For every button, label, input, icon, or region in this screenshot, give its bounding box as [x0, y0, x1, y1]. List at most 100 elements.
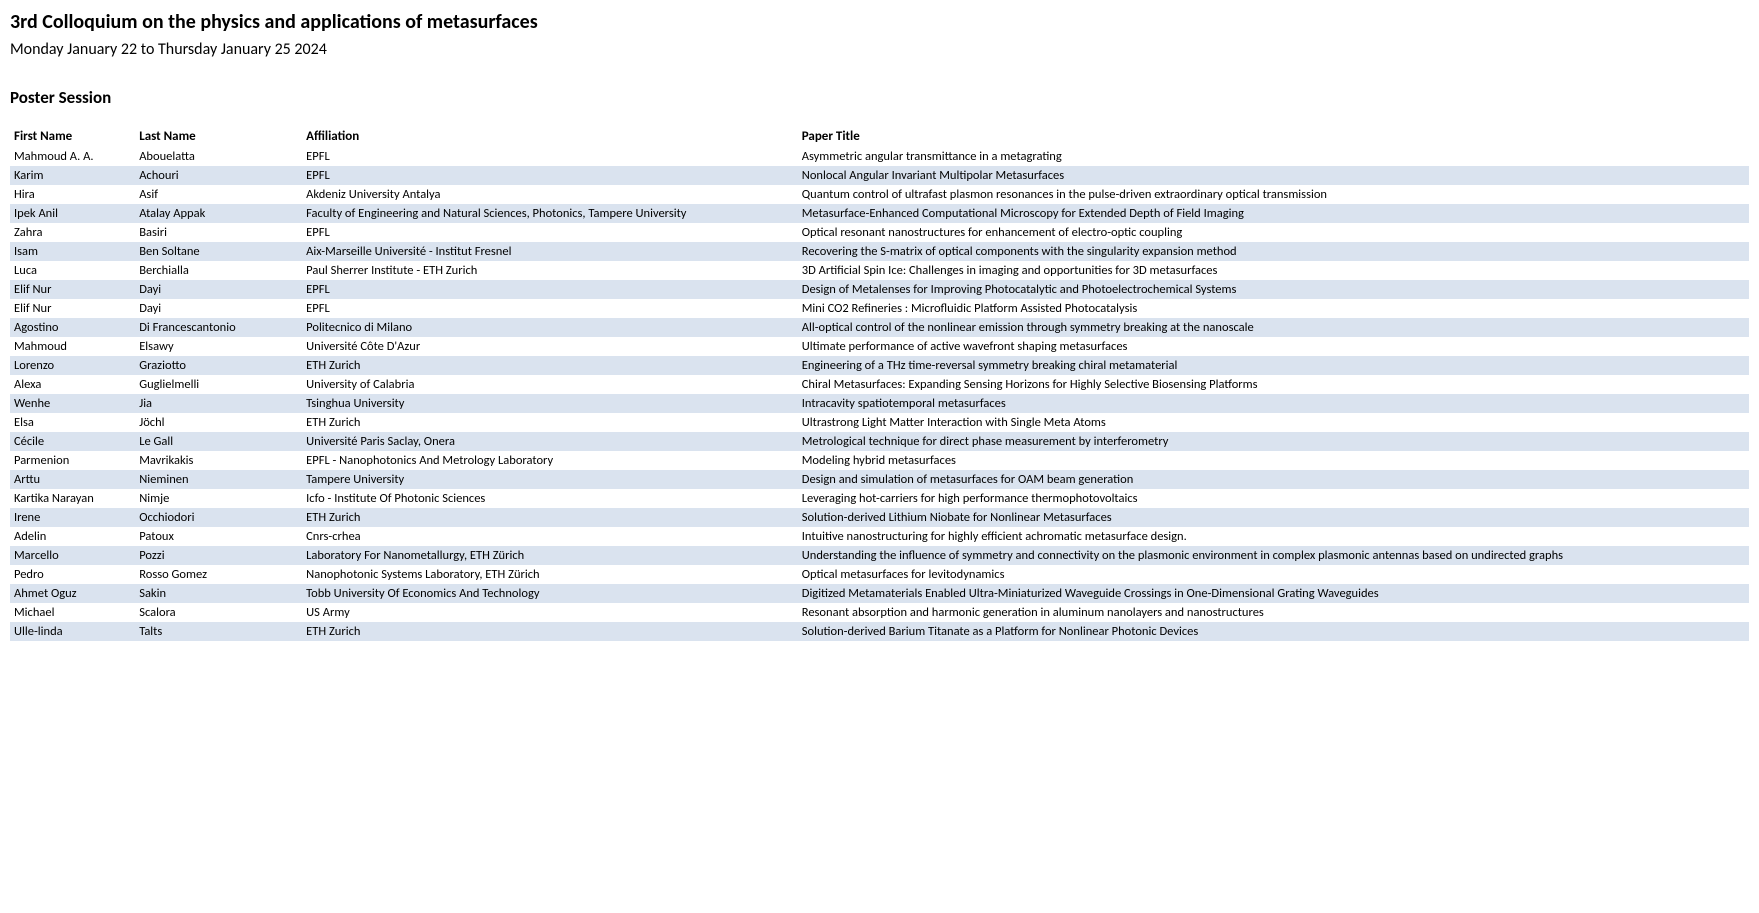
table-cell: EPFL	[302, 280, 798, 299]
table-cell: Alexa	[10, 375, 135, 394]
table-cell: Elif Nur	[10, 299, 135, 318]
table-row: AdelinPatouxCnrs-crheaIntuitive nanostru…	[10, 527, 1749, 546]
table-cell: University of Calabria	[302, 375, 798, 394]
table-cell: Metasurface-Enhanced Computational Micro…	[798, 204, 1749, 223]
table-cell: Recovering the S-matrix of optical compo…	[798, 242, 1749, 261]
table-cell: Mini CO2 Refineries : Microfluidic Platf…	[798, 299, 1749, 318]
table-cell: Politecnico di Milano	[302, 318, 798, 337]
table-cell: Jöchl	[135, 413, 302, 432]
table-cell: Laboratory For Nanometallurgy, ETH Züric…	[302, 546, 798, 565]
table-cell: Université Paris Saclay, Onera	[302, 432, 798, 451]
table-cell: Abouelatta	[135, 147, 302, 166]
table-cell: Solution-derived Lithium Niobate for Non…	[798, 508, 1749, 527]
table-cell: Design of Metalenses for Improving Photo…	[798, 280, 1749, 299]
col-first-name: First Name	[10, 126, 135, 147]
table-cell: EPFL	[302, 299, 798, 318]
table-cell: Intracavity spatiotemporal metasurfaces	[798, 394, 1749, 413]
table-cell: Nonlocal Angular Invariant Multipolar Me…	[798, 166, 1749, 185]
table-cell: Isam	[10, 242, 135, 261]
table-row: IsamBen SoltaneAix-Marseille Université …	[10, 242, 1749, 261]
table-row: Mahmoud A. A.AbouelattaEPFLAsymmetric an…	[10, 147, 1749, 166]
page-title: 3rd Colloquium on the physics and applic…	[10, 10, 1749, 34]
table-row: Ulle-lindaTaltsETH ZurichSolution-derive…	[10, 622, 1749, 641]
table-cell: Mahmoud A. A.	[10, 147, 135, 166]
table-cell: EPFL	[302, 166, 798, 185]
table-cell: ETH Zurich	[302, 356, 798, 375]
table-cell: Ahmet Oguz	[10, 584, 135, 603]
table-cell: Aix-Marseille Université - Institut Fres…	[302, 242, 798, 261]
table-cell: Agostino	[10, 318, 135, 337]
table-cell: Mahmoud	[10, 337, 135, 356]
table-cell: Asif	[135, 185, 302, 204]
table-cell: Hira	[10, 185, 135, 204]
table-cell: Berchialla	[135, 261, 302, 280]
table-cell: Achouri	[135, 166, 302, 185]
table-row: LucaBerchiallaPaul Sherrer Institute - E…	[10, 261, 1749, 280]
table-cell: Optical resonant nanostructures for enha…	[798, 223, 1749, 242]
table-cell: US Army	[302, 603, 798, 622]
table-cell: Atalay Appak	[135, 204, 302, 223]
table-cell: Le Gall	[135, 432, 302, 451]
table-cell: Marcello	[10, 546, 135, 565]
table-cell: Wenhe	[10, 394, 135, 413]
table-row: WenheJiaTsinghua UniversityIntracavity s…	[10, 394, 1749, 413]
table-cell: ETH Zurich	[302, 413, 798, 432]
table-cell: Guglielmelli	[135, 375, 302, 394]
table-cell: Akdeniz University Antalya	[302, 185, 798, 204]
table-cell: Karim	[10, 166, 135, 185]
table-cell: Ipek Anil	[10, 204, 135, 223]
table-row: Ipek AnilAtalay AppakFaculty of Engineer…	[10, 204, 1749, 223]
table-cell: Michael	[10, 603, 135, 622]
table-cell: Ulle-linda	[10, 622, 135, 641]
table-cell: Zahra	[10, 223, 135, 242]
table-cell: Mavrikakis	[135, 451, 302, 470]
table-cell: Tampere University	[302, 470, 798, 489]
table-cell: Irene	[10, 508, 135, 527]
table-cell: Chiral Metasurfaces: Expanding Sensing H…	[798, 375, 1749, 394]
table-cell: Nieminen	[135, 470, 302, 489]
table-cell: Intuitive nanostructuring for highly eff…	[798, 527, 1749, 546]
table-cell: All-optical control of the nonlinear emi…	[798, 318, 1749, 337]
table-row: LorenzoGraziottoETH ZurichEngineering of…	[10, 356, 1749, 375]
table-cell: Digitized Metamaterials Enabled Ultra-Mi…	[798, 584, 1749, 603]
table-row: PedroRosso GomezNanophotonic Systems Lab…	[10, 565, 1749, 584]
section-heading: Poster Session	[10, 87, 1749, 108]
table-cell: Solution-derived Barium Titanate as a Pl…	[798, 622, 1749, 641]
table-cell: Sakin	[135, 584, 302, 603]
table-cell: Optical metasurfaces for levitodynamics	[798, 565, 1749, 584]
table-row: ArttuNieminenTampere UniversityDesign an…	[10, 470, 1749, 489]
table-cell: ETH Zurich	[302, 622, 798, 641]
table-cell: Ultimate performance of active wavefront…	[798, 337, 1749, 356]
table-cell: Tobb University Of Economics And Technol…	[302, 584, 798, 603]
table-cell: Scalora	[135, 603, 302, 622]
table-row: IreneOcchiodoriETH ZurichSolution-derive…	[10, 508, 1749, 527]
table-cell: Resonant absorption and harmonic generat…	[798, 603, 1749, 622]
table-cell: Pedro	[10, 565, 135, 584]
table-cell: EPFL	[302, 147, 798, 166]
table-cell: Patoux	[135, 527, 302, 546]
table-cell: Graziotto	[135, 356, 302, 375]
table-row: MahmoudElsawyUniversité Côte D'AzurUltim…	[10, 337, 1749, 356]
table-cell: Metrological technique for direct phase …	[798, 432, 1749, 451]
table-cell: Di Francescantonio	[135, 318, 302, 337]
table-header-row: First Name Last Name Affiliation Paper T…	[10, 126, 1749, 147]
table-cell: Kartika Narayan	[10, 489, 135, 508]
table-cell: Jia	[135, 394, 302, 413]
table-cell: Talts	[135, 622, 302, 641]
table-row: CécileLe GallUniversité Paris Saclay, On…	[10, 432, 1749, 451]
table-row: Kartika NarayanNimjeIcfo - Institute Of …	[10, 489, 1749, 508]
table-cell: Asymmetric angular transmittance in a me…	[798, 147, 1749, 166]
table-cell: Cécile	[10, 432, 135, 451]
col-paper-title: Paper Title	[798, 126, 1749, 147]
table-cell: Lorenzo	[10, 356, 135, 375]
table-cell: Elsa	[10, 413, 135, 432]
table-cell: Nimje	[135, 489, 302, 508]
table-cell: EPFL	[302, 223, 798, 242]
table-cell: Understanding the influence of symmetry …	[798, 546, 1749, 565]
table-cell: Elsawy	[135, 337, 302, 356]
table-cell: Ben Soltane	[135, 242, 302, 261]
table-cell: Cnrs-crhea	[302, 527, 798, 546]
table-cell: Arttu	[10, 470, 135, 489]
col-last-name: Last Name	[135, 126, 302, 147]
poster-session-table: First Name Last Name Affiliation Paper T…	[10, 126, 1749, 641]
